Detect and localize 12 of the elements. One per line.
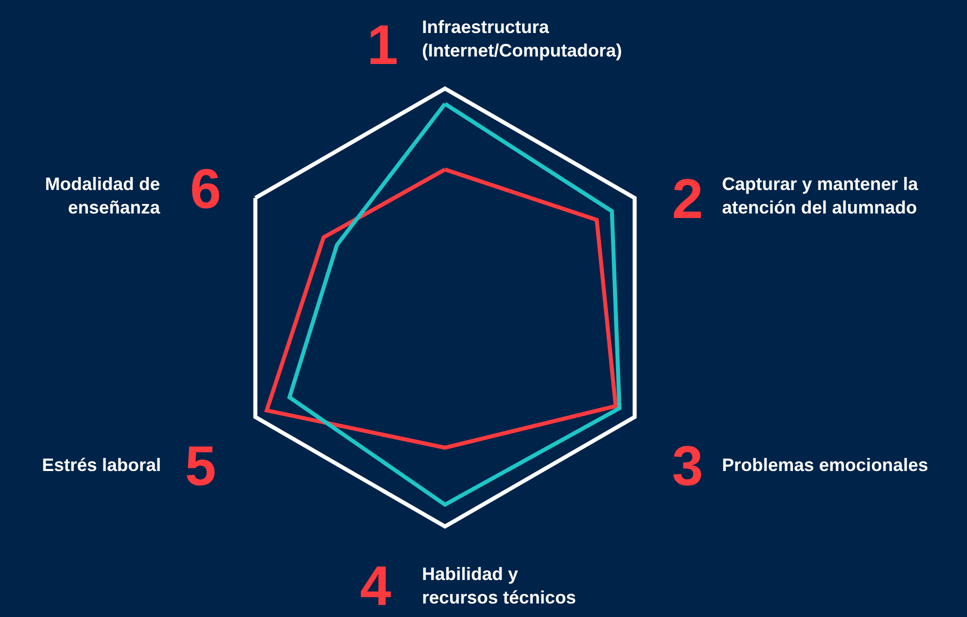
spoke-label: Infraestructura (Internet/Computadora) (422, 17, 622, 60)
spoke-label: Estrés laboral (42, 455, 162, 475)
text: 3 (672, 434, 704, 497)
spoke-label: Capturar y mantener la atención del alumnado (722, 174, 920, 218)
text: 4 (360, 554, 392, 617)
text: 6 (190, 157, 222, 220)
text: 1 (367, 13, 398, 76)
spoke-label: Habilidad y recursos técnicos (422, 564, 576, 608)
spoke-label: Modalidad de enseñanza (45, 174, 161, 218)
text: 2 (672, 167, 704, 230)
spoke-label: Problemas emocionales (722, 455, 928, 475)
text: 5 (185, 434, 216, 497)
